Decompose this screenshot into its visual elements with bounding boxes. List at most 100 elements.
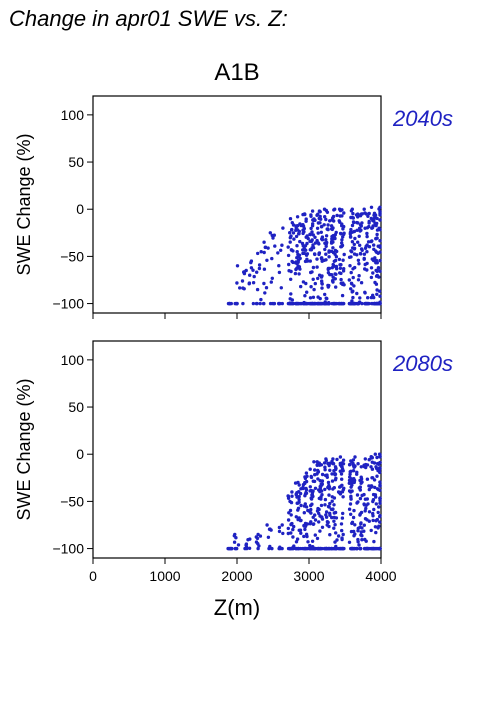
scatter-point bbox=[242, 287, 246, 291]
scatter-point bbox=[367, 219, 371, 224]
scatter-point bbox=[295, 491, 299, 495]
scatter-point bbox=[309, 226, 313, 231]
scatter-point bbox=[232, 540, 237, 544]
scatter-point bbox=[292, 524, 296, 529]
scatter-point bbox=[375, 517, 379, 522]
scatter-point bbox=[313, 468, 317, 472]
scatter-point bbox=[287, 511, 291, 515]
scatter-point bbox=[353, 455, 357, 459]
scatter-point bbox=[378, 258, 382, 263]
scatter-point bbox=[311, 295, 316, 299]
scatter-point bbox=[340, 243, 345, 248]
scatter-point bbox=[286, 546, 291, 551]
scatter-point bbox=[327, 463, 331, 468]
scatter-point bbox=[350, 250, 354, 254]
scatter-point bbox=[309, 520, 313, 524]
scatter-point bbox=[352, 242, 356, 247]
scatter-point bbox=[309, 503, 313, 508]
scatter-point bbox=[338, 214, 342, 218]
scatter-point bbox=[251, 281, 256, 285]
scatter-point bbox=[352, 301, 356, 306]
scatter-point bbox=[304, 217, 308, 221]
scatter-point bbox=[294, 540, 299, 544]
y-tick-label: −50 bbox=[60, 493, 84, 509]
scatter-point bbox=[235, 281, 239, 285]
scatter-point bbox=[333, 252, 337, 256]
scatter-point bbox=[324, 458, 328, 463]
scatter-point bbox=[319, 230, 323, 234]
scatter-series bbox=[226, 452, 382, 551]
scatter-point bbox=[347, 489, 352, 493]
scatter-point bbox=[339, 277, 343, 282]
scatter-point bbox=[376, 266, 381, 270]
scatter-point bbox=[340, 528, 344, 533]
scatter-point bbox=[331, 461, 335, 466]
scatter-point bbox=[336, 534, 341, 538]
scatter-point bbox=[255, 287, 260, 292]
scatter-point bbox=[252, 274, 256, 279]
scatter-point bbox=[323, 546, 328, 551]
scatter-point bbox=[369, 216, 373, 221]
scatter-point bbox=[372, 507, 376, 512]
scatter-point bbox=[341, 532, 345, 537]
scatter-point bbox=[337, 219, 341, 223]
y-axis-label: SWE Change (%) bbox=[14, 133, 34, 275]
scatter-point bbox=[259, 250, 263, 254]
scatter-point bbox=[255, 536, 260, 541]
scatter-point bbox=[329, 224, 334, 228]
x-tick-label: 3000 bbox=[293, 568, 324, 584]
scatter-point bbox=[288, 217, 293, 221]
scatter-point bbox=[363, 246, 368, 250]
scatter-point bbox=[313, 518, 318, 522]
scatter-point bbox=[320, 515, 324, 519]
scatter-point bbox=[308, 232, 312, 237]
scatter-point bbox=[362, 546, 367, 551]
scatter-point bbox=[311, 243, 315, 247]
scatter-point bbox=[272, 301, 276, 306]
scatter-point bbox=[324, 244, 328, 248]
scatter-point bbox=[320, 525, 325, 529]
scatter-point bbox=[360, 526, 364, 530]
scatter-point bbox=[349, 512, 353, 516]
scatter-point bbox=[373, 452, 377, 456]
scatter-point bbox=[348, 264, 352, 268]
scatter-point bbox=[310, 270, 314, 274]
scatter-point bbox=[340, 490, 345, 494]
scatter-point bbox=[338, 455, 343, 459]
scatter-point bbox=[322, 461, 327, 465]
scatter-point bbox=[342, 252, 346, 257]
scatter-point bbox=[296, 506, 301, 510]
scatter-point bbox=[298, 518, 303, 523]
scatter-point bbox=[378, 213, 382, 217]
scatter-point bbox=[313, 252, 317, 257]
scatter-point bbox=[326, 227, 330, 231]
scatter-point bbox=[352, 529, 356, 534]
scatter-point bbox=[350, 546, 354, 551]
scatter-point bbox=[363, 537, 367, 542]
scatter-point bbox=[316, 231, 320, 235]
scatter-point bbox=[270, 546, 274, 551]
scatter-point bbox=[301, 280, 306, 284]
scatter-point bbox=[236, 543, 241, 547]
scatter-point bbox=[370, 476, 374, 480]
scatter-point bbox=[299, 284, 303, 289]
scatter-point bbox=[341, 235, 345, 239]
scatter-point bbox=[317, 520, 321, 524]
scatter-point bbox=[262, 281, 266, 286]
scatter-point bbox=[308, 489, 312, 493]
scatter-point bbox=[270, 276, 274, 280]
scatter-point bbox=[351, 458, 356, 462]
y-tick-label: −100 bbox=[52, 541, 84, 557]
scatter-point bbox=[297, 232, 301, 236]
scatter-point bbox=[363, 211, 367, 215]
scatter-point bbox=[378, 244, 382, 248]
scatter-point bbox=[329, 249, 334, 253]
scatter-point bbox=[336, 490, 341, 494]
scatter-point bbox=[339, 472, 344, 476]
scatter-point bbox=[358, 512, 362, 516]
y-tick-label: 50 bbox=[68, 154, 84, 170]
scatter-point bbox=[277, 525, 282, 530]
scatter-point bbox=[349, 495, 353, 500]
scatter-point bbox=[320, 274, 324, 278]
